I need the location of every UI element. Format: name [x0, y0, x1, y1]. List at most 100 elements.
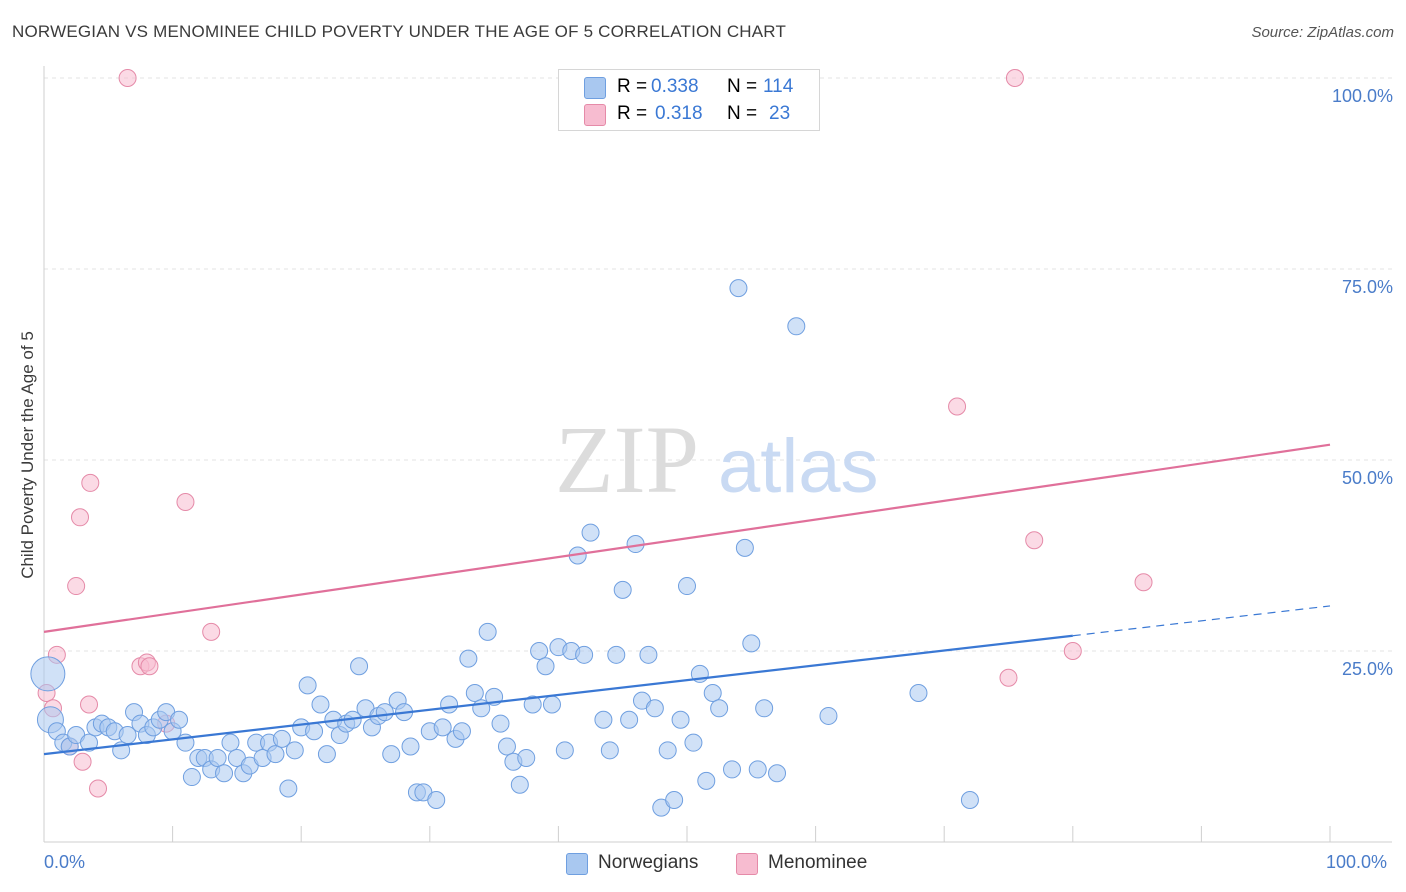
legend-swatch-menominee — [584, 104, 606, 126]
y-tick-label: 100.0% — [1331, 86, 1393, 106]
norwegians-point — [613, 580, 632, 599]
norwegians-point — [510, 775, 529, 794]
menominee-point — [999, 668, 1018, 687]
legend-row-norwegians: R = 0.338 N = 114 — [584, 76, 815, 100]
menominee-point — [71, 508, 90, 527]
legend-swatch-norwegians — [584, 77, 606, 99]
series-menominee — [37, 69, 1153, 798]
norwegians-point — [575, 645, 594, 664]
norwegians-point — [697, 771, 716, 790]
norwegians-point — [170, 710, 189, 729]
legend-r-label: R = — [617, 103, 648, 124]
norwegians-point — [350, 657, 369, 676]
series-norwegians — [30, 279, 979, 817]
norwegians-point — [909, 684, 928, 703]
norwegians-point — [182, 768, 201, 787]
norwegians-point — [755, 699, 774, 718]
norwegians-point — [440, 695, 459, 714]
y-tick-label: 25.0% — [1341, 659, 1393, 679]
norwegians-point — [459, 649, 478, 668]
x-tick-label-max: 100.0% — [1326, 852, 1388, 872]
norwegians-point — [427, 790, 446, 809]
chart-title: NORWEGIAN VS MENOMINEE CHILD POVERTY UND… — [12, 22, 787, 41]
legend-n-label: N = — [727, 103, 758, 124]
norwegians-point — [678, 577, 696, 596]
norwegians-point — [607, 645, 626, 664]
menominee-point — [140, 657, 159, 676]
norwegians-point — [710, 699, 729, 718]
menominee-point — [1025, 531, 1044, 550]
norwegians-point — [555, 741, 574, 760]
norwegians-point — [594, 710, 613, 729]
norwegians-point — [401, 737, 420, 756]
norwegians-point — [639, 645, 658, 664]
norwegians-point — [497, 737, 516, 756]
norwegians-point — [491, 714, 510, 733]
bottom-legend-swatch-menominee — [736, 853, 758, 875]
norwegians-point — [272, 729, 291, 748]
norwegians-point — [735, 538, 754, 557]
trend-line-norwegians — [43, 634, 1073, 756]
norwegians-point — [729, 279, 748, 298]
watermark: ZIP atlas — [555, 406, 879, 513]
norwegians-point — [530, 642, 549, 660]
norwegians-point — [671, 710, 690, 729]
norwegians-point — [311, 695, 330, 714]
norwegians-point — [433, 718, 452, 737]
norwegians-point — [723, 760, 742, 779]
norwegians-point — [748, 760, 767, 779]
legend-n-value-norwegians: 114 — [763, 76, 794, 97]
menominee-point — [80, 695, 99, 714]
bottom-legend-swatch-norwegians — [566, 853, 588, 875]
bottom-legend-label-menominee: Menominee — [768, 852, 868, 873]
norwegians-point — [279, 779, 298, 798]
norwegians-point — [581, 523, 600, 542]
norwegians-point — [80, 733, 99, 752]
norwegians-point — [266, 745, 285, 764]
y-tick-label: 75.0% — [1341, 277, 1393, 297]
norwegians-point — [665, 790, 684, 809]
menominee-point — [73, 752, 92, 771]
menominee-point — [118, 69, 137, 87]
norwegians-point — [819, 706, 838, 725]
menominee-point — [202, 622, 221, 641]
norwegians-point — [298, 676, 317, 695]
y-tick-label: 50.0% — [1341, 468, 1393, 488]
norwegians-point — [768, 764, 787, 783]
norwegians-point — [787, 317, 806, 336]
watermark-zip: ZIP — [555, 406, 699, 513]
gridlines — [44, 77, 1392, 652]
menominee-point — [1005, 69, 1024, 87]
norwegians-point — [645, 699, 664, 718]
norwegians-point — [703, 684, 722, 703]
norwegians-point — [465, 684, 484, 703]
norwegians-point — [542, 695, 561, 714]
norwegians-point — [620, 710, 639, 729]
norwegians-point — [452, 722, 471, 741]
norwegians-point — [684, 733, 703, 752]
norwegians-point — [742, 634, 761, 653]
source-label: Source: ZipAtlas.com — [1251, 24, 1394, 41]
norwegians-point — [285, 741, 304, 760]
trend-lines — [43, 443, 1331, 756]
norwegians-point — [536, 657, 555, 676]
legend-r-value-norwegians: 0.338 — [651, 76, 699, 97]
legend-n-label: N = — [727, 76, 758, 97]
menominee-point — [1134, 573, 1153, 592]
menominee-point — [67, 577, 86, 596]
watermark-atlas: atlas — [718, 424, 879, 509]
norwegians-point — [215, 764, 234, 783]
menominee-point — [176, 493, 195, 512]
norwegians-point — [30, 656, 66, 692]
norwegians-point — [382, 745, 401, 764]
legend-r-label: R = — [617, 76, 648, 97]
stats-legend: R = 0.338 N = 114 R = 0.318 N = 23 — [558, 69, 820, 131]
menominee-point — [89, 779, 108, 798]
norwegians-point — [600, 741, 619, 760]
norwegians-point — [305, 722, 324, 741]
norwegians-point — [317, 745, 336, 764]
menominee-point — [948, 397, 967, 416]
norwegians-point — [960, 790, 979, 809]
x-tick-label-min: 0.0% — [44, 852, 86, 872]
